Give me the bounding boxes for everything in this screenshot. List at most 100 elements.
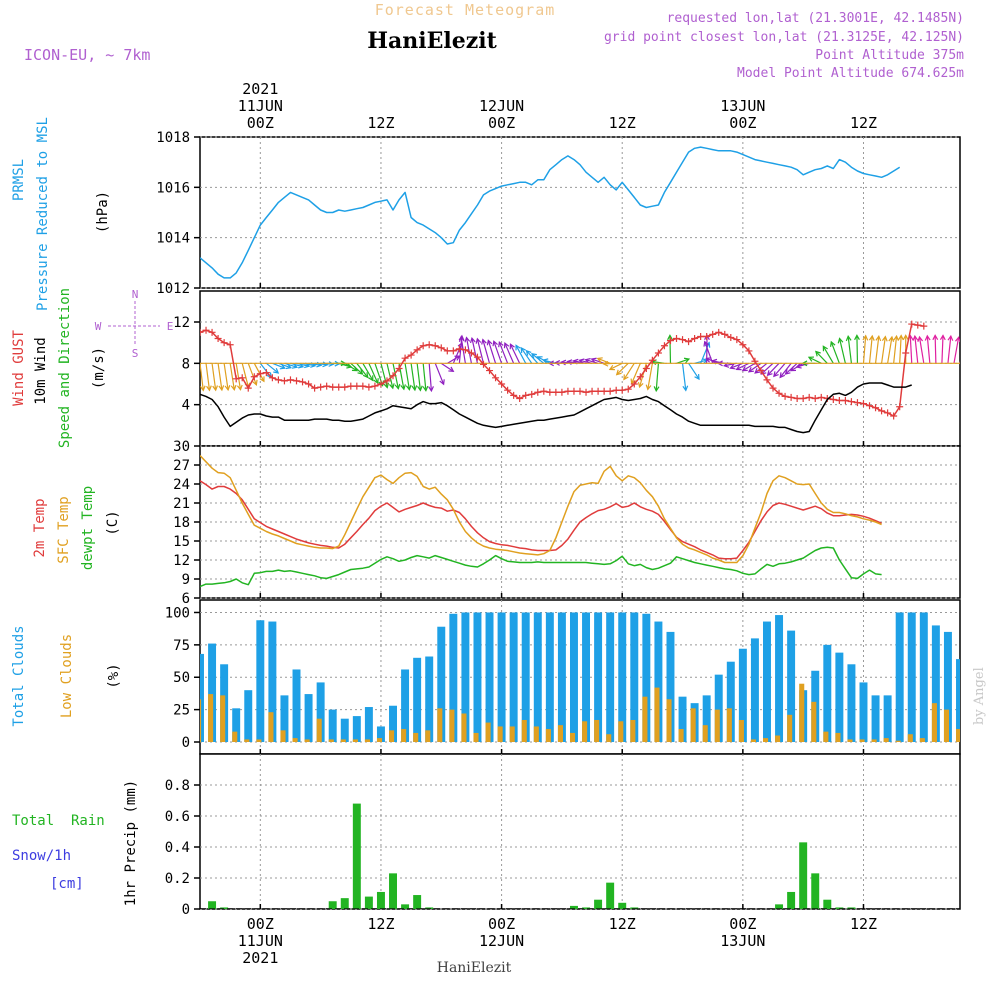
gust-point	[624, 385, 632, 393]
gust-point	[721, 330, 729, 338]
wind-barb	[217, 363, 223, 391]
precip-ytick-label: 0.8	[165, 778, 190, 794]
location-title: HaniElezit	[367, 28, 497, 54]
low-cloud-bar	[557, 725, 563, 742]
gust-point	[347, 382, 355, 390]
clouds-ytick-label: 25	[173, 703, 190, 719]
wind-barb-head	[530, 352, 537, 359]
wind-barb-head	[735, 364, 742, 371]
wind-barb-head	[932, 334, 939, 341]
gust-point	[884, 409, 892, 417]
precip-bar	[606, 882, 615, 909]
gust-point	[232, 375, 240, 383]
gust-point	[238, 374, 246, 382]
total-cloud-bar	[714, 674, 723, 742]
total-cloud-bar	[485, 612, 494, 742]
label-hpa: (hPa)	[95, 191, 111, 233]
wind-barb	[476, 338, 485, 364]
wind-plot-area	[200, 320, 960, 434]
wind-barb-head	[939, 334, 946, 341]
low-cloud-bar	[702, 725, 708, 742]
low-cloud-bar	[569, 732, 576, 742]
temp-ytick-label: 12	[173, 553, 190, 569]
requested-coords: requested lon,lat (21.3001E, 42.1485N)	[667, 11, 964, 26]
low-cloud-bar	[376, 738, 383, 742]
total-cloud-bar	[208, 643, 217, 742]
precip-bar	[364, 896, 373, 909]
total-cloud-bar	[200, 653, 204, 742]
wind-barb-head	[653, 386, 660, 393]
gust-point	[727, 334, 735, 341]
label-ms: (m/s)	[91, 347, 107, 389]
wind-barb	[416, 363, 421, 391]
label-celsius: (C)	[105, 510, 121, 535]
wind-barb-head	[602, 360, 609, 367]
total-cloud-bar	[473, 612, 482, 742]
pressure-ytick-label: 1016	[156, 180, 190, 196]
low-cloud-bar	[401, 729, 407, 742]
wind-barb-head	[766, 370, 773, 377]
wind-barb	[531, 353, 545, 364]
total-cloud-bar	[678, 696, 687, 742]
gust-point	[371, 382, 379, 390]
gust-point	[817, 393, 825, 401]
wind-barb	[934, 335, 937, 364]
total-cloud-bar	[835, 652, 844, 742]
gust-point	[498, 380, 506, 388]
pressure-ytick-label: 1012	[156, 281, 190, 297]
wind-barb	[760, 362, 774, 375]
gust-point	[377, 380, 385, 388]
total-cloud-bar	[401, 669, 410, 742]
total-cloud-bar	[606, 612, 615, 742]
gust-point	[262, 369, 270, 377]
gust-point	[250, 373, 258, 381]
wind-barb	[200, 363, 204, 391]
clouds-ytick-label: 100	[165, 605, 190, 621]
wind-barb-head	[893, 334, 900, 341]
low-cloud-bar	[666, 699, 672, 742]
low-cloud-bar	[389, 730, 395, 742]
low-cloud-bar	[678, 729, 684, 742]
gust-point	[570, 387, 578, 395]
gust-point	[220, 339, 228, 347]
top-time-label: 11JUN	[238, 97, 283, 115]
wind-barb-head	[212, 385, 219, 392]
wind-barb-head	[422, 385, 429, 392]
gust-point	[564, 387, 572, 395]
wind-barb-head	[881, 335, 888, 342]
total-cloud-bar	[956, 659, 960, 742]
wind-barb-head	[815, 350, 821, 357]
gust-point	[431, 342, 439, 350]
wind-barb-head	[596, 357, 603, 363]
wind-barb	[926, 335, 931, 364]
wind-barb-head	[773, 371, 779, 378]
label-speed-direction: Speed and Direction	[57, 288, 73, 448]
temp-ytick-label: 21	[173, 496, 190, 512]
gust-point	[395, 365, 403, 372]
wind-barb-head	[829, 340, 836, 347]
wind-barb	[742, 362, 756, 372]
top-time-label: 12Z	[850, 114, 877, 132]
gust-point	[389, 372, 397, 380]
low-cloud-bar	[895, 740, 901, 742]
wind-barb	[623, 363, 635, 380]
super-title: Forecast Meteogram	[375, 1, 556, 19]
wind-barb	[515, 345, 527, 364]
gust-point	[528, 390, 536, 398]
gust-point	[805, 393, 813, 401]
wind-barb	[380, 363, 388, 388]
low-cloud-bar	[232, 731, 238, 742]
wind-barb	[639, 363, 647, 388]
wind-barb-head	[807, 356, 814, 362]
total-cloud-bar	[594, 612, 603, 742]
wind-barb	[585, 359, 599, 364]
total-cloud-bar	[232, 708, 241, 742]
total-cloud-bar	[654, 621, 663, 742]
gust-point	[757, 367, 765, 375]
low-cloud-bar	[907, 734, 913, 742]
bottom-time-label: 12Z	[850, 915, 877, 933]
precip-bar	[594, 899, 603, 909]
total-cloud-bar	[244, 690, 253, 742]
wind-barb	[785, 362, 798, 375]
precip-axis-labels: Total Rain Snow/1h [cm] 1hr Precip (mm)	[12, 780, 139, 906]
